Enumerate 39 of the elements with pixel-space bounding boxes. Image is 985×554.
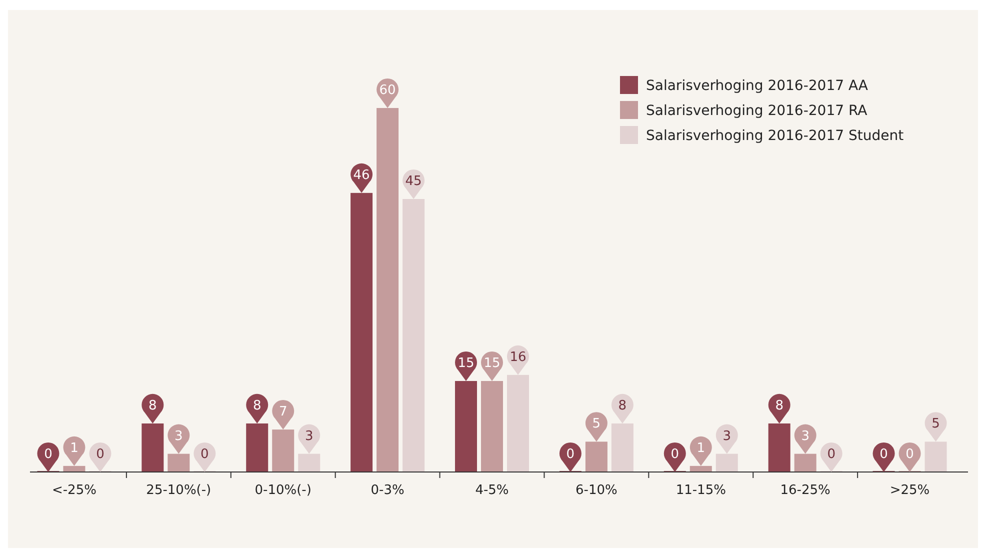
- data-label: 1: [696, 440, 706, 456]
- data-label: 45: [405, 174, 422, 189]
- data-label: 0: [906, 447, 914, 462]
- data-label: 3: [801, 428, 810, 444]
- data-label: 0: [566, 447, 575, 462]
- x-tick-label: 4-5%: [475, 483, 509, 498]
- x-tick-label: <-25%: [52, 483, 96, 498]
- data-label: 15: [458, 356, 474, 371]
- x-tick-label: 0-10%(-): [254, 483, 312, 498]
- legend-label: Salarisverhoging 2016-2017 RA: [646, 103, 868, 119]
- data-label: 3: [304, 428, 314, 444]
- legend-label: Salarisverhoging 2016-2017 Student: [646, 128, 904, 144]
- data-label: 3: [722, 428, 732, 444]
- data-label: 15: [484, 356, 500, 371]
- data-label: 0: [200, 447, 209, 462]
- data-label: 0: [670, 447, 680, 462]
- x-tick-label: >25%: [890, 483, 930, 498]
- data-label: 1: [70, 440, 78, 456]
- x-tick-label: 6-10%: [576, 483, 618, 498]
- data-label: 8: [148, 398, 157, 414]
- data-label: 0: [44, 447, 52, 462]
- data-label: 7: [278, 404, 288, 420]
- data-label: 0: [880, 447, 888, 462]
- data-label: 5: [932, 416, 940, 432]
- x-tick-label: 25-10%(-): [146, 483, 212, 498]
- data-label: 16: [510, 350, 526, 365]
- legend-label: Salarisverhoging 2016-2017 AA: [646, 78, 868, 94]
- x-tick-label: 11-15%: [676, 483, 726, 498]
- data-label: 3: [174, 428, 183, 444]
- data-label: 8: [618, 398, 627, 414]
- x-tick-label: 16-25%: [780, 483, 830, 498]
- data-label: 5: [592, 416, 601, 432]
- data-label: 46: [353, 168, 370, 183]
- data-label: 60: [379, 83, 396, 98]
- data-label: 0: [827, 447, 836, 462]
- x-tick-label: 0-3%: [370, 483, 404, 498]
- data-label: 0: [96, 447, 104, 462]
- data-label: 8: [775, 398, 784, 414]
- data-label: 8: [252, 398, 262, 414]
